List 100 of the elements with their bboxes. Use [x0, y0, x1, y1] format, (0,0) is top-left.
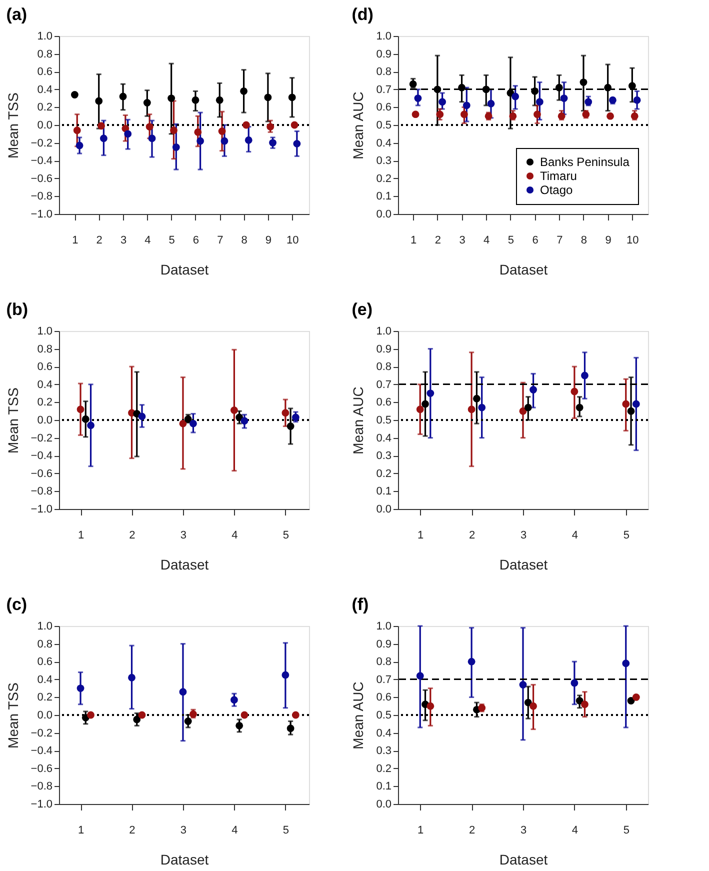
x-tick-label: 2 — [96, 234, 102, 246]
point — [292, 414, 300, 422]
point — [426, 702, 434, 710]
point — [76, 142, 84, 150]
point — [468, 406, 476, 414]
point — [519, 681, 527, 688]
x-axis-title: Dataset — [499, 852, 548, 868]
x-tick-label: 5 — [623, 824, 630, 836]
point — [524, 404, 532, 412]
y-tick-label: 0.9 — [376, 638, 392, 650]
y-tick-label: −0.6 — [30, 762, 52, 775]
point — [138, 711, 146, 719]
point — [633, 96, 641, 104]
y-tick-label: 0.2 — [37, 692, 52, 704]
point — [627, 407, 635, 415]
x-tick-label: 5 — [508, 234, 514, 246]
x-tick-label: 4 — [572, 824, 578, 836]
x-axis-title: Dataset — [499, 556, 548, 572]
point — [128, 674, 136, 682]
chart-title: (f) — [352, 595, 369, 614]
point — [576, 697, 584, 704]
point — [576, 404, 584, 412]
point — [286, 724, 294, 732]
point — [236, 722, 244, 730]
point — [230, 696, 238, 704]
y-tick-label: 0.5 — [376, 120, 392, 132]
y-tick-label: 0.7 — [376, 674, 392, 686]
y-tick-label: −0.4 — [30, 745, 52, 758]
y-tick-label: 0.8 — [37, 343, 52, 356]
y-tick-label: 0.5 — [376, 710, 392, 722]
y-tick-label: 0.8 — [376, 66, 392, 78]
point — [242, 121, 250, 129]
point — [570, 388, 578, 396]
point — [509, 112, 517, 120]
y-tick-label: 0.0 — [376, 208, 392, 220]
x-tick-label: 1 — [72, 234, 78, 246]
x-tick-label: 3 — [459, 234, 466, 246]
y-tick-label: −0.8 — [30, 780, 52, 793]
point — [70, 91, 78, 98]
point — [290, 121, 298, 129]
x-tick-label: 4 — [572, 530, 578, 542]
point — [438, 98, 446, 106]
point — [172, 144, 180, 151]
y-axis-title: Mean TSS — [4, 92, 21, 158]
point — [143, 99, 151, 106]
point — [414, 94, 422, 102]
x-axis-title: Dataset — [499, 262, 548, 278]
point — [119, 92, 127, 100]
x-tick-label: 1 — [418, 824, 424, 836]
x-tick-label: 9 — [265, 234, 272, 246]
point — [558, 112, 566, 120]
y-tick-label: 0.4 — [37, 84, 52, 96]
point — [627, 697, 635, 704]
point — [628, 82, 636, 90]
x-tick-label: 7 — [556, 234, 563, 246]
y-tick-label: 0.6 — [376, 692, 392, 704]
x-tick-label: 6 — [192, 234, 200, 246]
point — [269, 139, 276, 146]
x-tick-label: 2 — [468, 824, 476, 836]
point — [632, 400, 640, 408]
y-tick-label: −0.2 — [30, 727, 52, 740]
y-tick-label: 0.4 — [37, 674, 52, 686]
point — [482, 86, 490, 94]
y-tick-label: −0.8 — [30, 486, 52, 498]
point — [524, 698, 532, 706]
x-tick-label: 4 — [484, 234, 490, 246]
y-tick-label: 0.6 — [37, 66, 52, 78]
point — [560, 94, 568, 102]
y-axis-title: Mean AUC — [350, 92, 366, 160]
x-tick-label: 6 — [532, 234, 538, 246]
x-axis-title: Dataset — [160, 556, 209, 572]
point — [632, 694, 640, 701]
y-tick-label: 0.1 — [376, 190, 392, 203]
y-tick-label: 1.0 — [376, 620, 392, 632]
y-tick-label: 0.0 — [376, 504, 392, 516]
y-tick-label: −0.2 — [30, 137, 52, 150]
point — [179, 688, 187, 696]
y-tick-label: 0.2 — [376, 172, 392, 185]
y-tick-label: −1.0 — [30, 504, 52, 516]
point — [244, 136, 252, 144]
point — [555, 84, 563, 92]
chart-title: (e) — [352, 300, 372, 319]
point — [580, 78, 588, 86]
point — [606, 112, 614, 120]
y-tick-label: 1.0 — [376, 30, 392, 42]
point — [82, 415, 90, 423]
point — [196, 137, 204, 145]
x-tick-label: 3 — [180, 530, 187, 542]
legend-label: Timaru — [540, 169, 577, 183]
x-tick-label: 5 — [282, 530, 289, 542]
y-tick-label: 0.2 — [376, 468, 392, 480]
x-axis-title: Dataset — [160, 262, 209, 278]
point — [146, 123, 154, 130]
point — [468, 658, 476, 666]
point — [133, 716, 141, 724]
point — [148, 134, 156, 142]
point — [460, 110, 468, 118]
point — [76, 684, 84, 692]
point — [434, 86, 442, 94]
point — [512, 92, 520, 100]
